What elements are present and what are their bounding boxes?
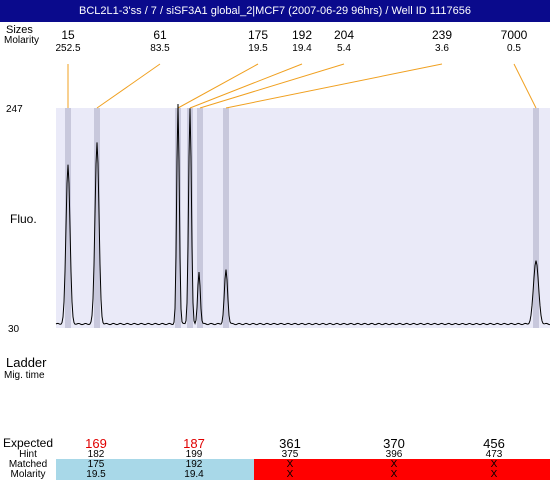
peak-size-label: 192 [292,28,312,42]
peak-size-label: 175 [248,28,268,42]
peak-molarity-label: 83.5 [150,43,170,54]
expected-value: 169 [85,436,107,451]
peak-connector [96,63,161,109]
unmatched-bar [254,459,550,480]
peak-molarity-label: 252.5 [55,43,80,54]
peak-connector [177,63,259,109]
fluorescence-trace [55,103,550,326]
molarity-value: X [390,469,398,480]
molarity-header: Molarity [10,469,46,480]
peak-band [65,108,71,328]
expected-value: 187 [183,436,205,451]
peak-size-label: 204 [334,28,354,42]
peak-band [94,108,100,328]
expected-value: 361 [279,436,301,451]
hint-value: 199 [185,449,203,460]
peak-band [175,108,181,328]
molarity-value: 19.4 [184,469,204,480]
peak-molarity-label: 19.4 [292,43,312,54]
matched-value: X [490,459,498,470]
matched-bar [56,459,254,480]
peak-size-label: 7000 [501,28,528,42]
expected-value: 456 [483,436,505,451]
peak-connector [189,63,303,109]
peak-bands [65,108,539,328]
mig-time-label: Mig. time [4,370,45,381]
peak-size-label: 15 [61,28,75,42]
plot-area [56,108,550,328]
peak-band [223,108,229,328]
peak-size-label: 61 [153,28,167,42]
sizes-label: Sizes [6,24,33,36]
molarity-value: X [286,469,294,480]
expected-table: Expected Hint Matched Molarity 169 182 175… [0,436,550,480]
ladder-label: Ladder [6,355,47,370]
peak-band [187,108,193,328]
molarity-value: X [490,469,498,480]
hint-value: 473 [485,449,503,460]
peak-molarity-label: 19.5 [248,43,268,54]
chart-title: BCL2L1-3'ss / 7 / siSF3A1 global_2|MCF7 … [0,0,550,22]
matched-value: X [390,459,398,470]
peak-connector [513,63,537,109]
peak-molarity-label: 3.6 [435,43,449,54]
peak-molarity-label: 0.5 [507,43,521,54]
hint-value: 375 [281,449,299,460]
matched-value: 175 [87,459,105,470]
matched-value: 192 [185,459,203,470]
peak-band [533,108,539,328]
peak-molarity-label: 5.4 [337,43,351,54]
expected-header: Expected [2,436,54,450]
peak-connector [225,63,443,109]
y-max-label: 247 [6,104,23,115]
molarity-value: 19.5 [86,469,106,480]
matched-header: Matched [8,459,48,470]
hint-value: 396 [385,449,403,460]
peak-connector [199,63,345,109]
expected-value: 370 [383,436,405,451]
hint-header: Hint [19,449,37,460]
hint-value: 182 [87,449,105,460]
molarity-label: Molarity [4,35,40,46]
matched-value: X [286,459,294,470]
y-axis-label: Fluo. [10,212,37,226]
peak-connectors [67,63,537,109]
peak-band [197,108,203,328]
peak-size-label: 239 [432,28,452,42]
y-min-label: 30 [8,324,20,335]
